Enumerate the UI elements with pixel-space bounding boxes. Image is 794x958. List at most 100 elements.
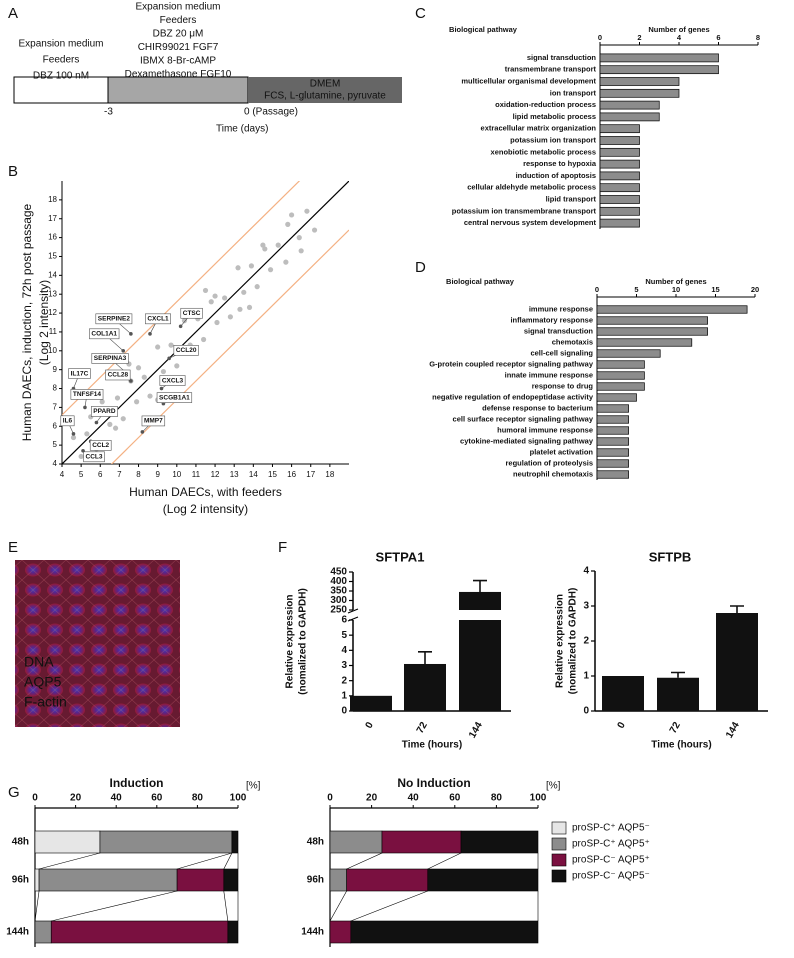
- x-tick-label: 0: [32, 793, 38, 804]
- point: [78, 453, 84, 460]
- point: [298, 248, 304, 254]
- y-tick-label: 350: [330, 586, 347, 597]
- panel-label: C: [415, 5, 426, 22]
- bar: [596, 448, 629, 457]
- y-tick-label: 0: [341, 706, 347, 717]
- x-tick-label: 20: [366, 793, 378, 804]
- gene-point: [94, 420, 99, 425]
- category-label: central nervous system development: [464, 218, 597, 227]
- point: [99, 399, 105, 405]
- point: [202, 287, 209, 294]
- bar: [602, 676, 644, 711]
- y-tick-label: 18: [48, 195, 57, 204]
- stage-text: Expansion medium: [18, 39, 103, 50]
- gene-point: [83, 405, 87, 410]
- connector: [34, 890, 40, 922]
- error-bar: [473, 579, 487, 592]
- bar: [599, 136, 640, 145]
- axis-break: [347, 608, 359, 622]
- connector: [350, 890, 428, 922]
- bar-segment: [346, 868, 429, 892]
- gene-label-box: [89, 328, 120, 340]
- unit-label: [%]: [546, 781, 561, 792]
- point: [84, 431, 90, 437]
- x-tick-label: 17: [306, 470, 315, 479]
- gene-label: CCL3: [86, 454, 103, 461]
- bar: [599, 53, 719, 63]
- unit-label: [%]: [246, 781, 261, 792]
- x-tick-label: 60: [151, 793, 163, 804]
- category-label: induction of apoptosis: [516, 171, 596, 180]
- connector: [51, 890, 178, 922]
- gene-label-box: [145, 313, 171, 325]
- category-label: xenobiotic metabolic process: [491, 147, 596, 156]
- bar: [350, 695, 392, 711]
- bar: [599, 218, 640, 228]
- y-tick-label: 6: [53, 421, 58, 430]
- x-axis-label: Number of genes: [645, 277, 706, 286]
- x-tick-label: 20: [751, 285, 759, 294]
- point: [227, 314, 233, 320]
- x-tick-label: 100: [230, 793, 247, 804]
- gene-label: SCGB1A1: [159, 394, 190, 401]
- bar: [459, 591, 501, 610]
- y-tick-label: 450: [330, 567, 347, 578]
- legend-label: proSP-C⁺ AQP5⁻: [572, 823, 650, 834]
- point: [112, 425, 119, 431]
- gene-label-box: [68, 368, 91, 379]
- x-tick-label: 72: [668, 720, 683, 736]
- category-label: cell surface receptor signaling pathway: [453, 414, 594, 423]
- y-tick-label: 10: [48, 346, 57, 355]
- stage-text: CHIR99021 FGF7: [138, 42, 219, 53]
- gene-label-box: [95, 313, 133, 325]
- chart-title: No Induction: [397, 776, 470, 790]
- category-label: transmembrane transport: [505, 65, 597, 74]
- category-label: response to hypoxia: [523, 159, 597, 168]
- category-label: inflammatory response: [510, 315, 593, 324]
- bar: [596, 459, 629, 468]
- y-tick-label: 8: [53, 384, 58, 393]
- gene-label-box: [90, 406, 118, 417]
- y-tick-label: 1: [583, 671, 589, 682]
- stage-text: Feeders: [160, 15, 197, 26]
- bar-segment: [381, 830, 462, 854]
- panel-label: B: [8, 163, 18, 180]
- category-label: response to drug: [532, 381, 594, 390]
- bar-segment: [329, 830, 383, 854]
- x-axis-label: Time (hours): [651, 740, 711, 751]
- point: [181, 318, 188, 324]
- gene-label: PPARD: [93, 408, 116, 415]
- connector: [223, 852, 233, 870]
- x-tick-label: 8: [756, 33, 760, 42]
- bar: [596, 437, 629, 446]
- stage-text: Expansion medium: [135, 2, 220, 13]
- category-label: lipid transport: [546, 194, 597, 203]
- legend-label: proSP-C⁻ AQP5⁻: [572, 871, 650, 882]
- gene-label: CCL28: [108, 372, 129, 379]
- category-label: immune response: [529, 304, 593, 313]
- y-tick-label: 4: [583, 566, 589, 577]
- y-tick-label: 7: [53, 403, 58, 412]
- category-label: ion transport: [550, 88, 597, 97]
- stage-box: [13, 76, 109, 104]
- y-tick-label: 3: [583, 601, 589, 612]
- point: [304, 208, 310, 214]
- gene-label: COL1A1: [91, 331, 117, 338]
- gene-label-box: [89, 440, 112, 451]
- gene-label: CXCL3: [162, 377, 184, 384]
- x-tick-label: 14: [249, 470, 258, 479]
- x-tick-label: 5: [634, 285, 638, 294]
- x-tick-label: 4: [60, 470, 65, 479]
- x-tick-label: 6: [98, 470, 103, 479]
- x-tick-label: 144: [467, 720, 485, 740]
- bar-segment: [231, 830, 239, 854]
- category-label: neutrophil chemotaxis: [513, 469, 593, 478]
- bar: [596, 470, 629, 479]
- reference-line: [62, 181, 301, 416]
- point: [147, 393, 153, 399]
- gene-point: [121, 349, 126, 353]
- gene-label: CXCL1: [147, 316, 169, 323]
- connector: [329, 890, 347, 922]
- y-tick-label: 16: [48, 233, 57, 242]
